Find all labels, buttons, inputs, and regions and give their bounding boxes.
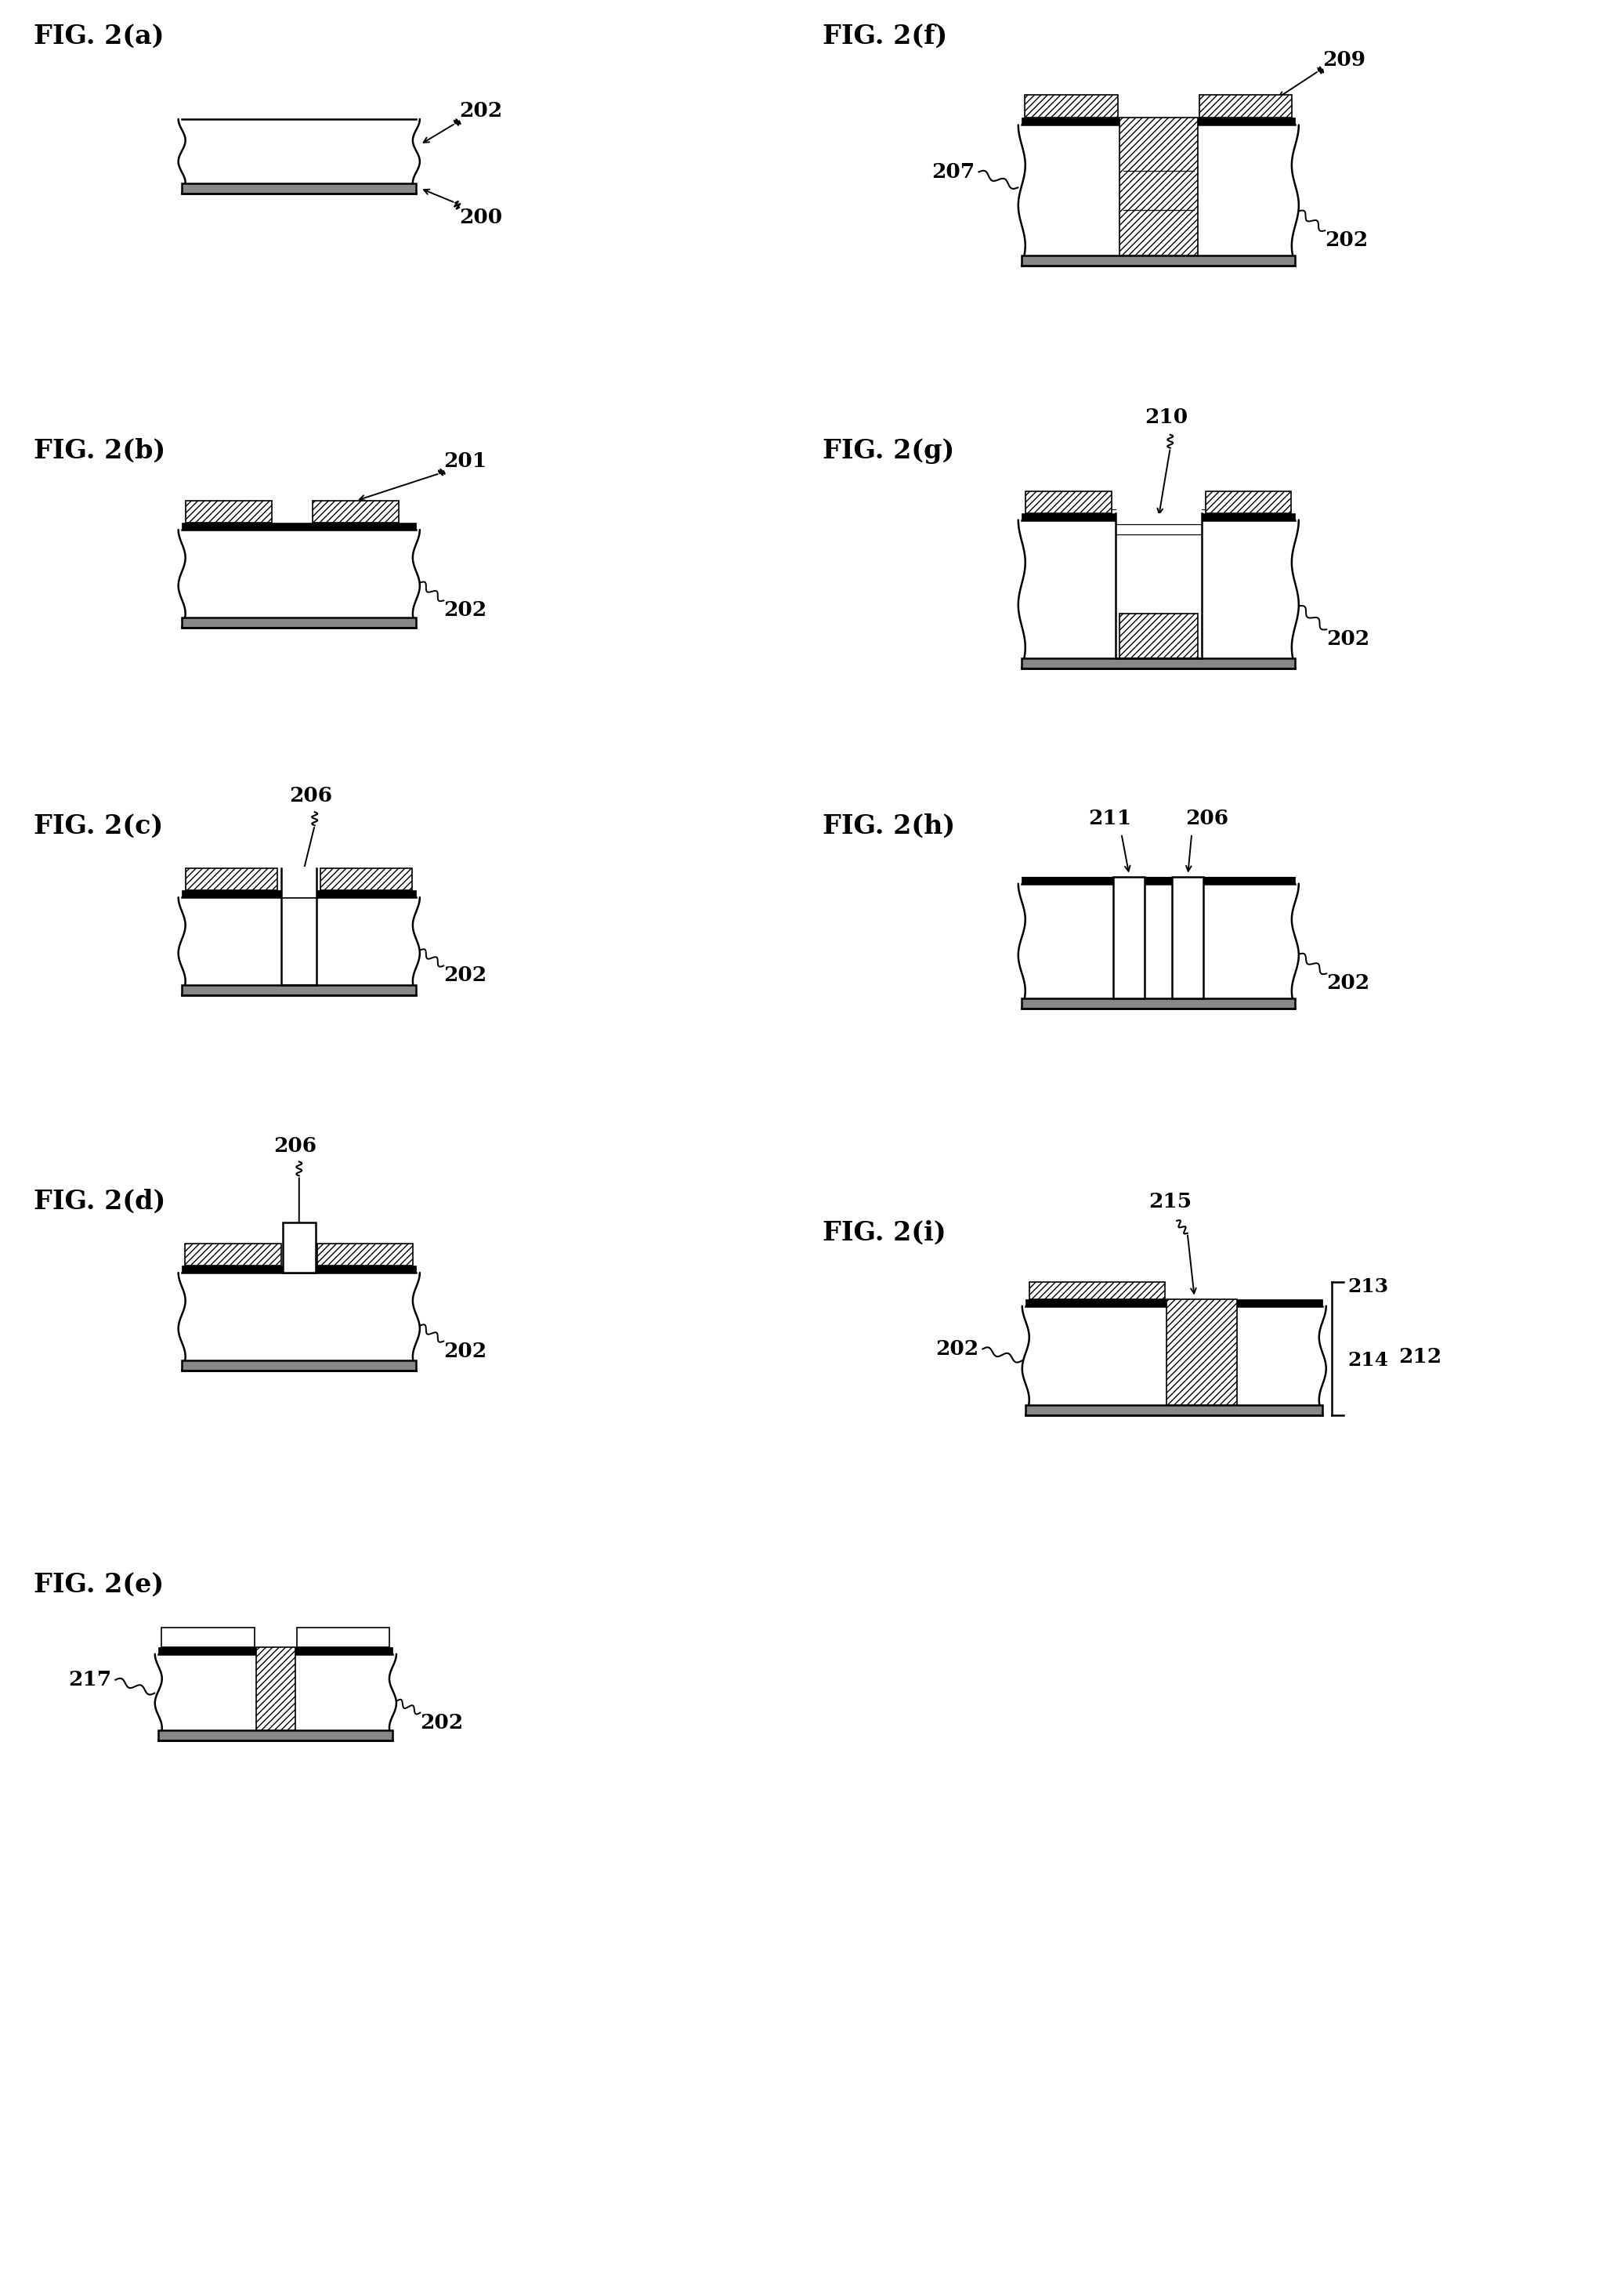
Text: 202: 202: [460, 103, 502, 121]
Text: FIG. 2(f): FIG. 2(f): [822, 23, 947, 50]
Bar: [1119, 118, 1197, 255]
Text: 202: 202: [421, 1713, 463, 1731]
Bar: [257, 1647, 296, 1729]
Bar: [1114, 877, 1145, 998]
Text: 209: 209: [1322, 50, 1366, 68]
Bar: [313, 501, 398, 522]
Text: 206: 206: [273, 1137, 317, 1157]
Bar: [1026, 1406, 1322, 1415]
Text: 201: 201: [443, 451, 487, 472]
Bar: [1166, 1298, 1236, 1406]
Bar: [182, 182, 416, 194]
Bar: [1116, 513, 1202, 601]
Bar: [1026, 492, 1112, 513]
Bar: [185, 501, 271, 522]
Bar: [159, 1647, 393, 1654]
Text: 211: 211: [1088, 809, 1132, 829]
Text: 212: 212: [1398, 1346, 1442, 1367]
Text: 210: 210: [1145, 408, 1187, 426]
Bar: [320, 868, 412, 891]
Text: FIG. 2(c): FIG. 2(c): [34, 813, 162, 838]
Bar: [182, 617, 416, 626]
Bar: [1021, 658, 1296, 667]
Bar: [297, 1626, 390, 1647]
Bar: [182, 1360, 416, 1371]
Text: 215: 215: [1148, 1191, 1192, 1212]
Text: 207: 207: [932, 162, 974, 182]
Bar: [1173, 877, 1203, 998]
Bar: [1199, 93, 1293, 118]
Text: FIG. 2(i): FIG. 2(i): [822, 1221, 947, 1246]
Text: 206: 206: [289, 786, 333, 806]
Text: 206: 206: [1186, 809, 1229, 829]
Text: 202: 202: [1327, 973, 1369, 993]
Text: 202: 202: [935, 1339, 979, 1358]
Text: 217: 217: [68, 1670, 112, 1690]
Bar: [1021, 998, 1296, 1009]
Text: FIG. 2(e): FIG. 2(e): [34, 1572, 164, 1597]
Text: FIG. 2(h): FIG. 2(h): [822, 813, 955, 838]
Text: 214: 214: [1348, 1351, 1389, 1369]
Bar: [185, 868, 278, 891]
Bar: [185, 1244, 281, 1267]
Bar: [159, 1729, 393, 1740]
Bar: [1030, 1283, 1164, 1298]
Text: 200: 200: [460, 207, 502, 228]
Bar: [182, 1267, 416, 1273]
Bar: [182, 522, 416, 531]
Bar: [1021, 877, 1296, 884]
Bar: [281, 868, 317, 891]
Bar: [283, 1223, 315, 1273]
Bar: [1021, 118, 1296, 125]
Bar: [1021, 513, 1296, 519]
Text: 202: 202: [1325, 230, 1367, 251]
Text: FIG. 2(d): FIG. 2(d): [34, 1189, 166, 1214]
Text: FIG. 2(a): FIG. 2(a): [34, 23, 164, 50]
Bar: [1021, 255, 1296, 267]
Text: 202: 202: [443, 601, 487, 620]
Bar: [1205, 492, 1291, 513]
Bar: [281, 888, 317, 898]
Text: FIG. 2(b): FIG. 2(b): [34, 437, 166, 465]
Text: 213: 213: [1348, 1278, 1389, 1296]
Bar: [1025, 93, 1117, 118]
Text: 202: 202: [443, 1342, 487, 1360]
Bar: [161, 1626, 255, 1647]
Bar: [1026, 1298, 1322, 1305]
Text: FIG. 2(g): FIG. 2(g): [822, 437, 955, 465]
Bar: [182, 984, 416, 995]
Bar: [317, 1244, 412, 1267]
Text: 202: 202: [1327, 629, 1369, 649]
Text: 202: 202: [443, 966, 487, 986]
Bar: [1119, 613, 1197, 658]
Bar: [182, 891, 416, 898]
